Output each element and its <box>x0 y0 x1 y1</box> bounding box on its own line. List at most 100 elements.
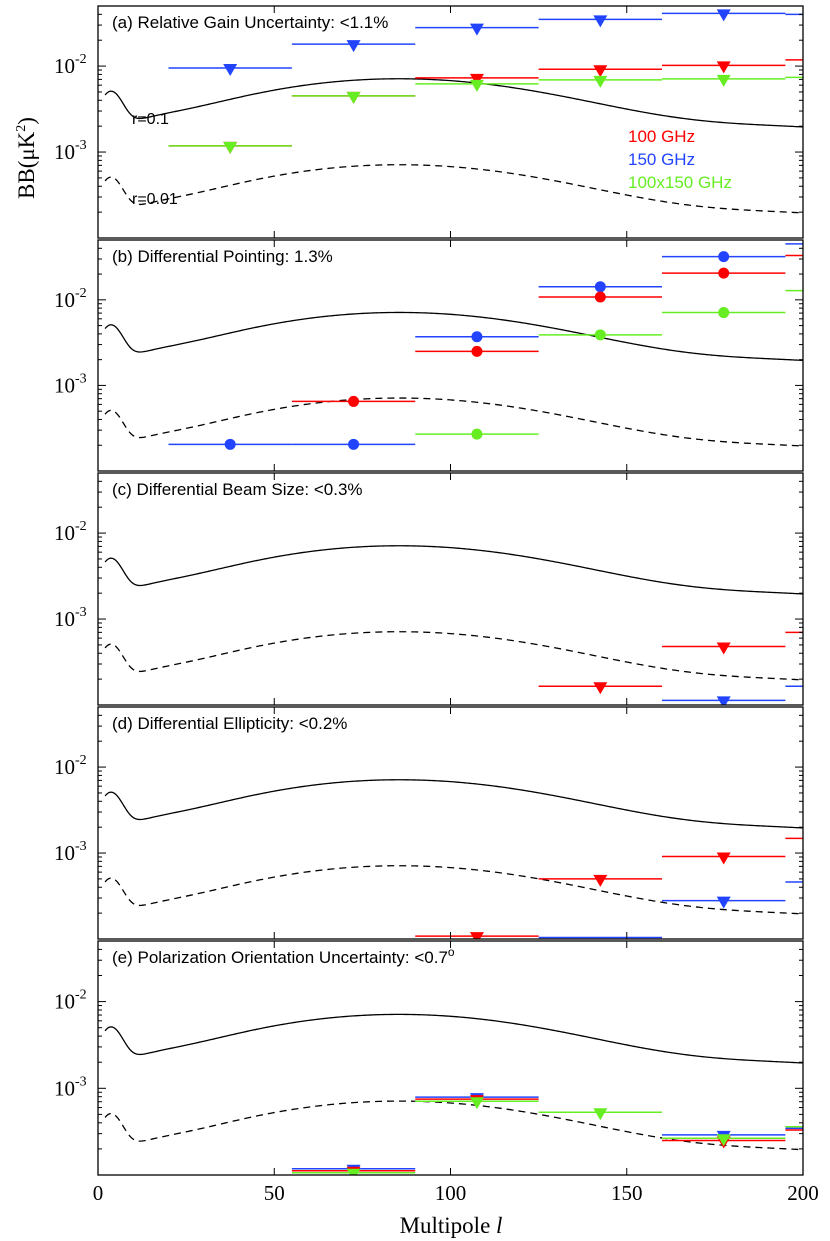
plot-area <box>104 545 803 705</box>
plot-area <box>104 243 803 450</box>
upper-limit-cross <box>716 74 731 87</box>
upper-limit-100 <box>469 932 484 939</box>
y-tick-exp: -2 <box>75 519 87 534</box>
upper-limit-100 <box>593 65 608 78</box>
data-point-100 <box>348 395 360 407</box>
y-tick-base: 10 <box>54 1076 75 1100</box>
panel-title: (a) Relative Gain Uncertainty: <1.1% <box>112 13 388 32</box>
legend-entry: 100 GHz <box>628 127 695 146</box>
panels-layer: 10-310-2(a) Relative Gain Uncertainty: <… <box>54 5 804 1176</box>
upper-limit-100 <box>716 642 731 655</box>
x-tick-label: 100 <box>435 1181 467 1205</box>
data-point-150 <box>471 331 483 343</box>
upper-limit-100 <box>593 682 608 695</box>
r001-curve <box>104 1100 803 1151</box>
y-axis-title-close: ) <box>14 117 39 125</box>
upper-limit-cross <box>593 75 608 88</box>
r01-curve <box>104 311 803 362</box>
upper-limit-cross <box>346 1168 361 1175</box>
y-tick-base: 10 <box>54 288 75 312</box>
data-point-150 <box>718 251 730 263</box>
upper-limit-100 <box>716 852 731 865</box>
y-tick-label: 10-2 <box>54 52 87 78</box>
upper-limit-150 <box>593 15 608 28</box>
upper-limit-cross <box>469 1097 484 1110</box>
plot-area <box>104 9 803 214</box>
panel-title: (c) Differential Beam Size: <0.3% <box>112 480 363 499</box>
data-point-150 <box>348 438 360 450</box>
x-axis-title-symbol: l <box>496 1213 502 1238</box>
r01-curve <box>104 1013 803 1064</box>
x-axis-title-prefix: Multipole <box>400 1213 491 1238</box>
data-point-150 <box>224 438 236 450</box>
y-tick-base: 10 <box>54 755 75 779</box>
y-tick-label: 10-2 <box>54 988 87 1014</box>
upper-limit-cross <box>469 79 484 92</box>
panel-title-text: (e) Polarization Orientation Uncertainty… <box>112 948 448 967</box>
y-tick-base: 10 <box>54 373 75 397</box>
panel-frame <box>97 5 804 239</box>
r001-label: r=0.01 <box>132 191 178 208</box>
y-tick-base: 10 <box>54 54 75 78</box>
legend-entry: 100x150 GHz <box>628 173 732 192</box>
panel-title: (b) Differential Pointing: 1.3% <box>112 247 333 266</box>
panel-c: 10-310-2(c) Differential Beam Size: <0.3… <box>54 472 804 706</box>
data-point-cross <box>718 307 730 319</box>
x-tick-label: 200 <box>787 1181 819 1205</box>
axes-layer: Multipole l BB(μK2) 0 50 100 150 200 <box>14 117 819 1238</box>
upper-limit-cross <box>346 91 361 104</box>
upper-limit-100 <box>716 61 731 74</box>
r01-curve <box>104 779 803 829</box>
upper-limit-150 <box>716 9 731 22</box>
panel-e: 10-310-2(e) Polarization Orientation Unc… <box>54 940 804 1176</box>
r001-curve <box>104 631 803 681</box>
panel-frame <box>97 239 804 472</box>
r001-curve <box>104 397 803 447</box>
y-tick-base: 10 <box>54 140 75 164</box>
data-point-cross <box>471 428 483 440</box>
panel-b: 10-310-2(b) Differential Pointing: 1.3% <box>54 239 804 472</box>
y-tick-label: 10-2 <box>54 753 87 779</box>
x-axis-title: Multipole l <box>400 1213 503 1238</box>
y-tick-base: 10 <box>54 607 75 631</box>
r001-curve <box>104 164 803 214</box>
y-tick-exp: -2 <box>75 286 87 301</box>
data-point-100 <box>718 267 730 279</box>
upper-limit-150 <box>716 696 731 705</box>
y-tick-label: 10-2 <box>54 519 87 545</box>
y-tick-base: 10 <box>54 990 75 1014</box>
x-tick-label: 150 <box>611 1181 643 1205</box>
y-tick-label: 10-3 <box>54 605 87 631</box>
panel-frame <box>97 472 804 706</box>
plot-area <box>104 1013 803 1175</box>
y-tick-base: 10 <box>54 521 75 545</box>
y-axis-title: BB(μK2) <box>14 117 39 199</box>
y-tick-exp: -3 <box>75 1074 87 1089</box>
plot-area <box>104 779 803 939</box>
r001-curve <box>104 865 803 915</box>
panel-title: (d) Differential Ellipticity: <0.2% <box>112 714 347 733</box>
y-axis-title-base: BB(μK <box>14 131 39 199</box>
data-point-100 <box>594 291 606 303</box>
x-tick-label: 50 <box>264 1181 285 1205</box>
legend-entry: 150 GHz <box>628 150 695 169</box>
upper-limit-150 <box>469 23 484 36</box>
panel-a: 10-310-2(a) Relative Gain Uncertainty: <… <box>54 5 804 239</box>
y-tick-exp: -2 <box>75 753 87 768</box>
upper-limit-150 <box>223 63 238 76</box>
y-axis-title-power: 2 <box>14 125 29 132</box>
r01-curve <box>104 78 803 128</box>
upper-limit-100 <box>469 73 484 86</box>
upper-limit-cross <box>593 1108 608 1121</box>
panel-title-degree: o <box>448 945 455 959</box>
y-tick-exp: -2 <box>75 52 87 67</box>
y-tick-exp: -3 <box>75 138 87 153</box>
upper-limit-cross <box>716 1134 731 1147</box>
upper-limit-150 <box>716 896 731 909</box>
y-tick-exp: -3 <box>75 839 87 854</box>
x-tick-label: 0 <box>93 1181 104 1205</box>
upper-limit-100 <box>593 874 608 887</box>
y-tick-label: 10-3 <box>54 839 87 865</box>
data-point-100 <box>471 345 483 357</box>
